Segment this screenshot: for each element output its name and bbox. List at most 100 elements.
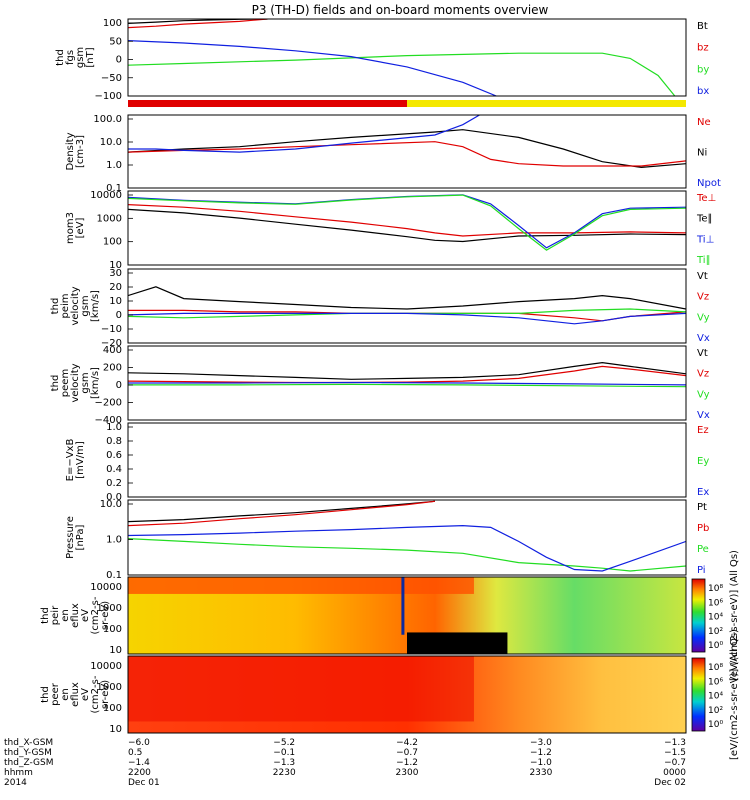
xaxis-start-date: Dec 01 bbox=[128, 778, 160, 788]
xaxis-value: −5.2 bbox=[273, 738, 295, 748]
xaxis-year: 2014 bbox=[4, 778, 27, 788]
ylabel-line: en bbox=[60, 609, 71, 622]
series-bz bbox=[128, 19, 268, 29]
figure-title: P3 (TH-D) fields and on-board moments ov… bbox=[252, 3, 549, 17]
spectrogram-band bbox=[128, 656, 474, 722]
ylabel-line: [mV/m] bbox=[75, 441, 86, 479]
spectrogram-band bbox=[128, 577, 474, 594]
xaxis-value: 0.5 bbox=[128, 748, 142, 758]
legend-entry: Ni bbox=[697, 148, 707, 159]
panel-frame bbox=[127, 190, 687, 266]
legend-entry: Npot bbox=[697, 178, 721, 189]
series-Pb bbox=[128, 500, 435, 527]
ylabel-line: [nPa] bbox=[75, 524, 86, 550]
ytick-label: 10.0 bbox=[100, 137, 122, 148]
legend-entry: Te⊥ bbox=[696, 193, 716, 204]
xaxis-row-label: thd_Y-GSM bbox=[4, 748, 52, 758]
legend-entry: Ti⊥ bbox=[696, 234, 714, 245]
xaxis-value: 2300 bbox=[396, 768, 419, 778]
xaxis-value: −3.0 bbox=[530, 738, 552, 748]
panel-temperature: mom3 [eV] 10000 1000 100 10 Te⊥ Te∥ Ti⊥ Ti∥ bbox=[65, 190, 716, 271]
ylabel-line: Pressure bbox=[65, 516, 76, 559]
series-Vx bbox=[128, 381, 686, 386]
legend-entry: Ti∥ bbox=[696, 255, 711, 266]
ylabel-line: thd bbox=[40, 607, 51, 624]
xaxis-value: −1.2 bbox=[530, 748, 552, 758]
panel-peem-velocity: thd peem velocity gsm [km/s]400 200 0 −200 −400 V… bbox=[50, 345, 710, 426]
ylabel-line: [nT] bbox=[85, 47, 96, 67]
xaxis-value: 2330 bbox=[529, 768, 552, 778]
ylabel-line: gsm bbox=[80, 295, 91, 316]
xaxis-row-label: hhmm bbox=[4, 768, 33, 778]
ylabel-line: eflux bbox=[70, 603, 81, 628]
ytick-label: 100 bbox=[103, 703, 122, 714]
ytick-label: 200 bbox=[103, 363, 122, 374]
colorbar-tick: 10⁸ bbox=[708, 584, 723, 594]
colorbar bbox=[691, 657, 706, 732]
ylabel-line: [km/s] bbox=[90, 367, 101, 399]
xaxis-value: 2200 bbox=[128, 768, 151, 778]
legend-entry: bx bbox=[697, 86, 709, 97]
ytick-label: 0.1 bbox=[106, 183, 122, 194]
colorbar-tick: 10⁸ bbox=[708, 663, 723, 673]
panel-peer-en-eflux: thd peer en eflux eV (cm2-s-sr-eV) 10⁸ 10⁶ 10⁴ 10… bbox=[40, 629, 740, 760]
series-Vx bbox=[128, 312, 686, 325]
ytick-label: 50 bbox=[109, 36, 122, 47]
ytick-label: 400 bbox=[103, 345, 122, 356]
colorbar-label: [eV/(cm2-s-sr-eV)] (All Qs) bbox=[729, 629, 740, 760]
panel-frame bbox=[127, 655, 687, 734]
legend-entry: Vy bbox=[697, 312, 710, 323]
ylabel-line: thd bbox=[50, 375, 61, 392]
ytick-label: 0.0 bbox=[106, 492, 122, 503]
legend-entry: Vx bbox=[697, 410, 710, 421]
legend-entry: Ex bbox=[697, 487, 709, 498]
ytick-label: 0 bbox=[116, 310, 122, 321]
ylabel-line: en bbox=[60, 688, 71, 701]
series-Ti⊥ bbox=[128, 194, 686, 249]
series-Ti∥ bbox=[128, 194, 686, 251]
ytick-label: 0.8 bbox=[106, 436, 122, 447]
ytick-label: 0.6 bbox=[106, 450, 122, 461]
colorbar-tick: 10⁴ bbox=[708, 613, 723, 623]
xaxis-value: −1.0 bbox=[530, 758, 552, 768]
series-Vz bbox=[128, 365, 686, 384]
xaxis-value: −1.5 bbox=[664, 748, 686, 758]
panel-frame bbox=[127, 345, 687, 421]
ytick-label: 1.0 bbox=[106, 160, 122, 171]
ytick-label: −100 bbox=[95, 91, 122, 102]
ylabel-line: (cm2-s- bbox=[90, 675, 101, 713]
ytick-label: 100.0 bbox=[93, 114, 122, 125]
ylabel-line: [km/s] bbox=[90, 290, 101, 322]
ytick-label: 100 bbox=[103, 624, 122, 635]
ytick-label: 10 bbox=[109, 296, 122, 307]
ytick-label: 1.0 bbox=[106, 535, 122, 546]
ylabel-line: peir bbox=[50, 605, 61, 625]
legend-entry: Vx bbox=[697, 333, 710, 344]
series-Ne bbox=[128, 141, 686, 167]
mode-bar bbox=[407, 100, 686, 107]
ytick-label: 0.4 bbox=[106, 464, 122, 475]
xaxis-row-label: thd_X-GSM bbox=[4, 738, 53, 748]
legend-entry: Bt bbox=[697, 21, 708, 32]
legend-entry: Vy bbox=[697, 389, 710, 400]
ylabel-line: gsm bbox=[75, 47, 86, 68]
ylabel-line: eflux bbox=[70, 682, 81, 707]
ylabel-line: [cm-3] bbox=[75, 135, 86, 168]
ytick-label: 20 bbox=[109, 282, 122, 293]
mode-bar bbox=[128, 100, 407, 107]
legend-entry: Ez bbox=[697, 425, 709, 436]
ylabel-line: [eV] bbox=[75, 218, 86, 239]
ytick-label: 100 bbox=[103, 237, 122, 248]
ylabel-line: thd bbox=[50, 298, 61, 315]
series-Te⊥ bbox=[128, 204, 686, 237]
colorbar-tick: 10² bbox=[708, 706, 723, 716]
panel-frame bbox=[127, 422, 687, 498]
xaxis-row-label: thd_Z-GSM bbox=[4, 758, 53, 768]
series-by bbox=[128, 52, 676, 96]
ytick-label: 1000 bbox=[97, 603, 122, 614]
legend-entry: Ey bbox=[697, 456, 709, 467]
colorbar-tick: 10⁴ bbox=[708, 692, 723, 702]
ylabel-line: (cm2-s- bbox=[90, 596, 101, 634]
legend-entry: bz bbox=[697, 43, 709, 54]
